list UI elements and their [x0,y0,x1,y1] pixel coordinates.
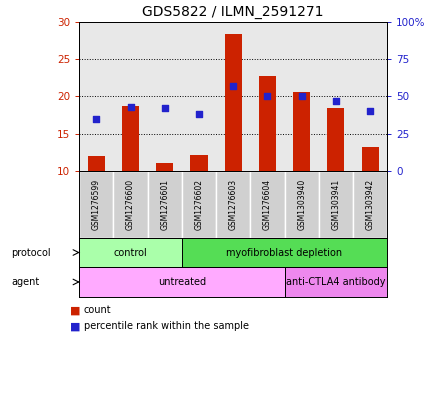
Bar [182,171,216,238]
Text: GSM1303941: GSM1303941 [331,179,341,230]
Point [298,93,305,99]
Bar [250,171,285,238]
Bar [79,171,114,238]
Text: count: count [84,305,111,316]
Text: GSM1303940: GSM1303940 [297,179,306,230]
Bar [319,171,353,238]
Bar [88,156,105,171]
Bar [285,171,319,238]
Bar [225,34,242,171]
Bar [327,108,345,171]
Point [332,97,339,104]
Point [230,83,237,89]
Point [93,116,100,122]
Text: ■: ■ [70,305,81,316]
Bar [79,238,182,267]
Text: agent: agent [11,277,39,287]
Point [195,111,202,118]
Bar [182,238,387,267]
Text: protocol: protocol [11,248,51,257]
Text: percentile rank within the sample: percentile rank within the sample [84,321,249,331]
Bar [285,267,387,297]
Bar [148,171,182,238]
Text: untreated: untreated [158,277,206,287]
Text: GSM1276603: GSM1276603 [229,179,238,230]
Text: GSM1276600: GSM1276600 [126,179,135,230]
Bar [114,171,148,238]
Bar [122,106,139,171]
Bar [156,163,173,171]
Bar [362,147,379,171]
Bar [259,76,276,171]
Text: myofibroblast depletion: myofibroblast depletion [227,248,343,257]
Text: control: control [114,248,147,257]
Bar [293,92,310,171]
Title: GDS5822 / ILMN_2591271: GDS5822 / ILMN_2591271 [143,5,324,19]
Point [127,104,134,110]
Text: GSM1276604: GSM1276604 [263,179,272,230]
Point [264,93,271,99]
Bar [79,267,285,297]
Bar [353,171,387,238]
Text: GSM1276602: GSM1276602 [194,179,203,230]
Text: GSM1303942: GSM1303942 [366,179,374,230]
Text: GSM1276599: GSM1276599 [92,179,101,230]
Bar [191,155,208,171]
Bar [216,171,250,238]
Point [161,105,168,111]
Text: GSM1276601: GSM1276601 [160,179,169,230]
Text: ■: ■ [70,321,81,331]
Text: anti-CTLA4 antibody: anti-CTLA4 antibody [286,277,385,287]
Point [367,108,374,114]
